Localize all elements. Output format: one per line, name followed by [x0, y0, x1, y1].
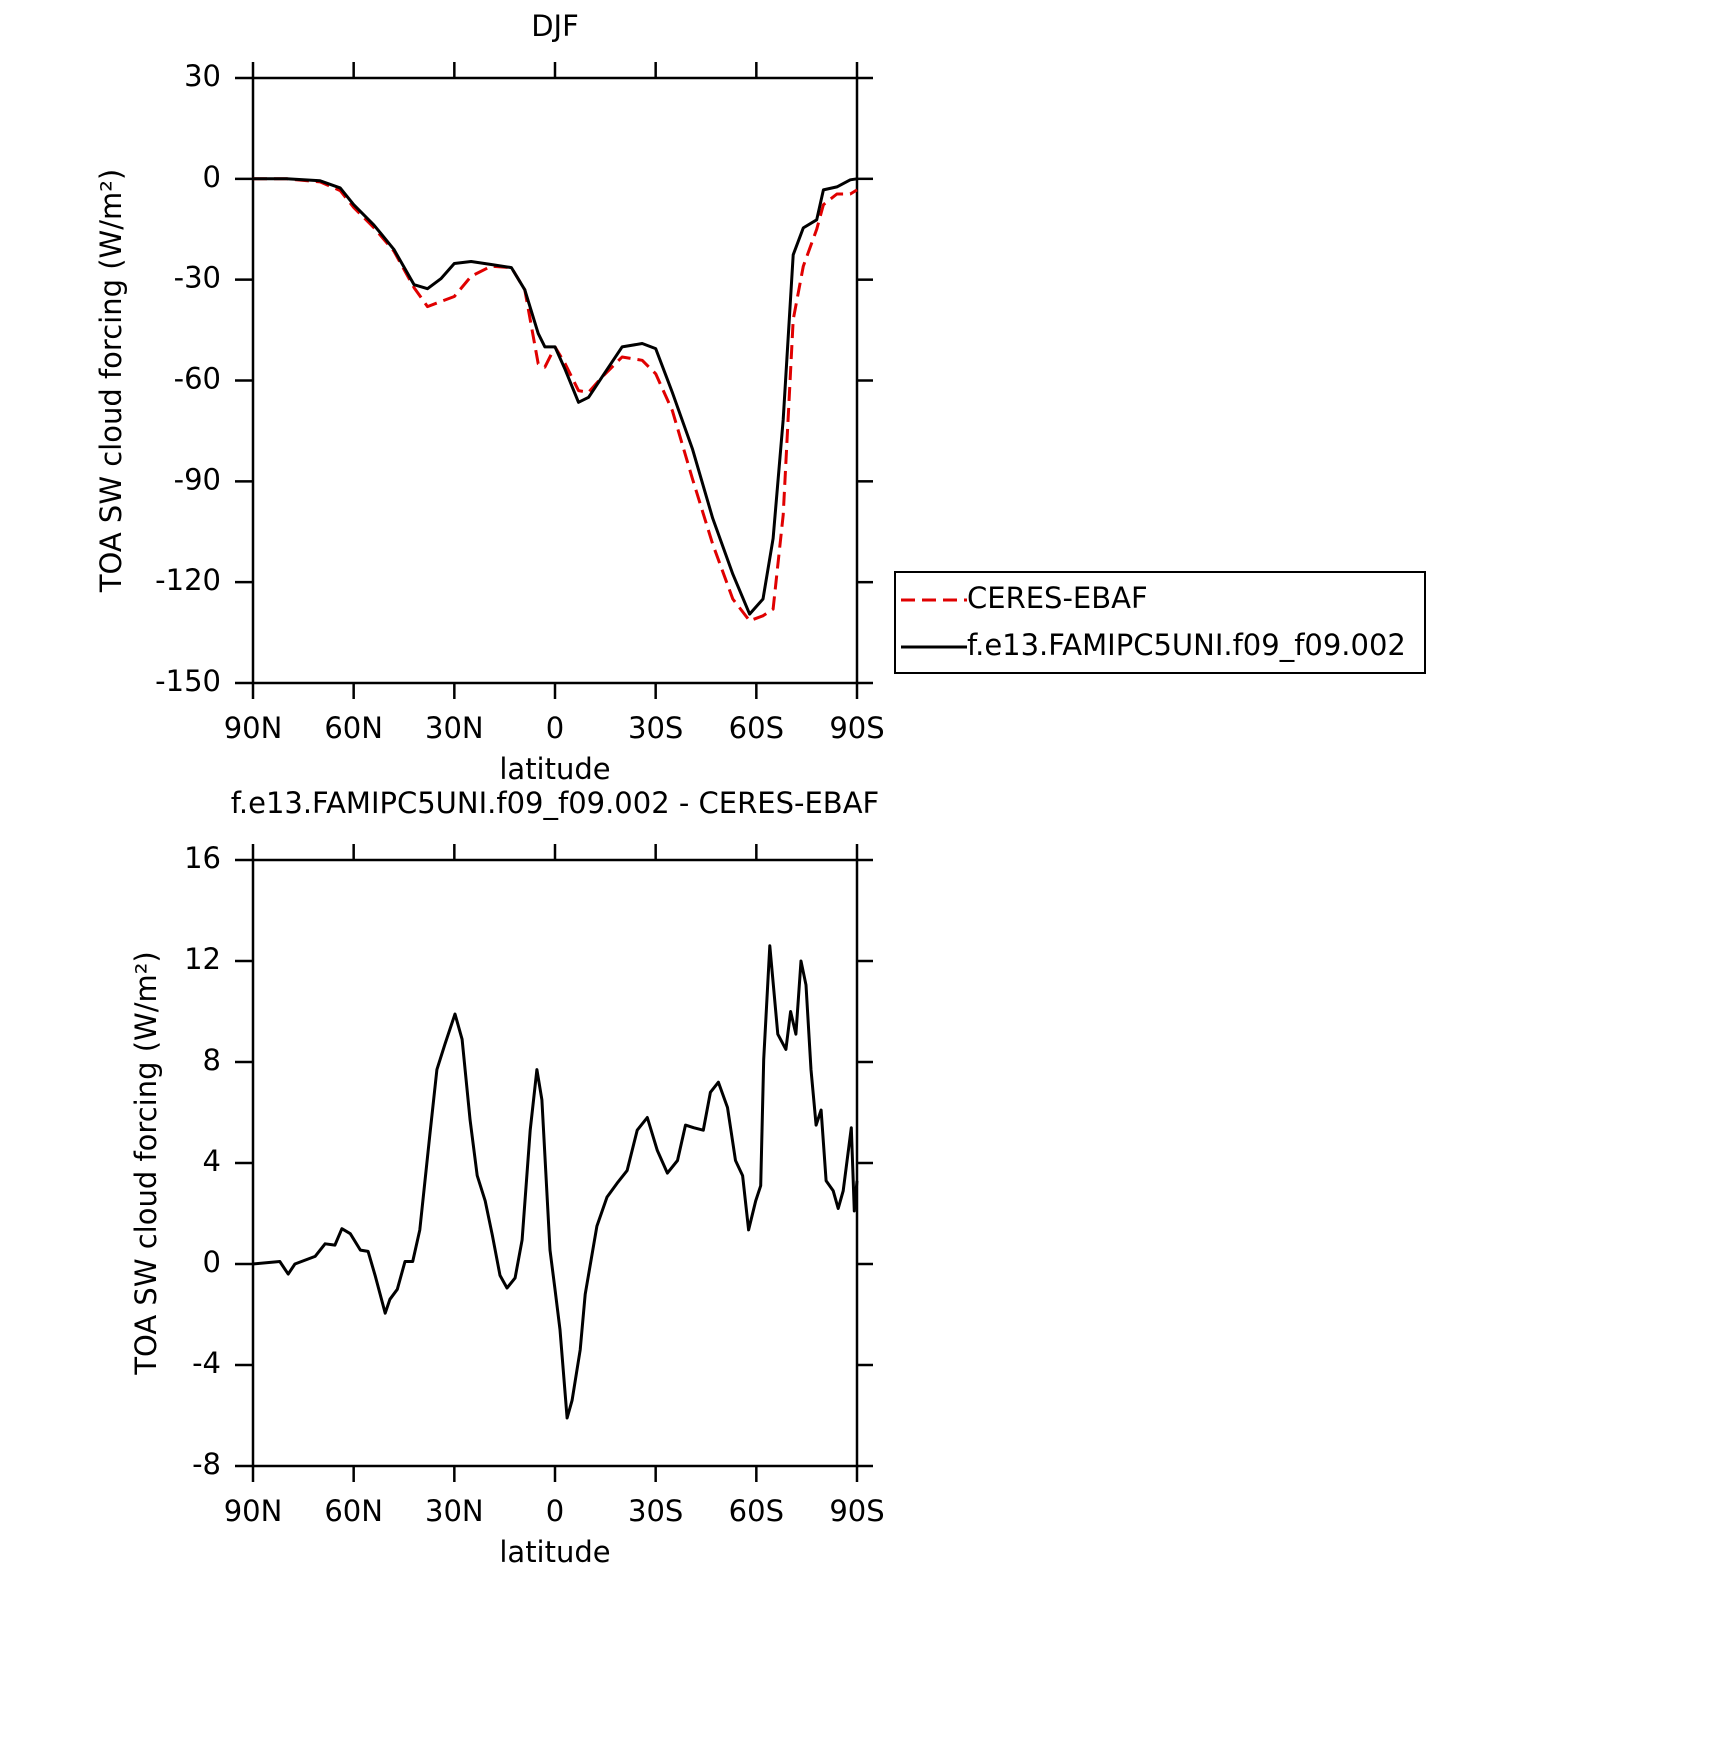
y-tick-label: -4 — [192, 1346, 221, 1380]
x-tick-label: 60N — [324, 711, 383, 745]
data-line — [253, 177, 858, 616]
x-tick-label: 30N — [425, 711, 484, 745]
x-axis-label: latitude — [499, 752, 610, 786]
plot-frame — [251, 858, 859, 1468]
y-tick-label: -8 — [192, 1447, 221, 1481]
y-tick-label: -150 — [155, 664, 221, 698]
x-tick-label: 0 — [546, 1494, 564, 1528]
chart-title: DJF — [531, 9, 579, 43]
y-tick-label: 4 — [203, 1144, 221, 1178]
y-axis-label: TOA SW cloud forcing (W/m²) — [94, 169, 128, 593]
x-tick-label: 0 — [546, 711, 564, 745]
y-tick-label: -120 — [155, 563, 221, 597]
x-tick-label: 90S — [829, 711, 884, 745]
x-axis-label: latitude — [499, 1535, 610, 1569]
chart-title: f.e13.FAMIPC5UNI.f09_f09.002 - CERES-EBA… — [231, 786, 879, 820]
legend-label: CERES-EBAF — [967, 581, 1148, 615]
y-tick-label: 0 — [203, 1245, 221, 1279]
x-tick-label: 60S — [729, 711, 784, 745]
x-tick-label: 30S — [628, 711, 683, 745]
y-tick-label: 0 — [203, 160, 221, 194]
data-line — [252, 944, 859, 1420]
x-tick-label: 60S — [729, 1494, 784, 1528]
y-tick-label: 30 — [184, 59, 221, 93]
y-tick-label: -60 — [174, 362, 221, 396]
data-line — [253, 177, 858, 623]
y-tick-label: 16 — [184, 841, 221, 875]
y-tick-label: 12 — [184, 942, 221, 976]
y-tick-label: -30 — [174, 261, 221, 295]
x-tick-label: 30S — [628, 1494, 683, 1528]
legend-label: f.e13.FAMIPC5UNI.f09_f09.002 — [967, 628, 1406, 662]
plot-frame — [251, 76, 859, 685]
x-tick-label: 30N — [425, 1494, 484, 1528]
x-tick-label: 90N — [224, 711, 283, 745]
x-tick-label: 60N — [324, 1494, 383, 1528]
x-tick-label: 90S — [829, 1494, 884, 1528]
y-tick-label: 8 — [203, 1043, 221, 1077]
y-axis-label: TOA SW cloud forcing (W/m²) — [129, 951, 163, 1375]
legend-box — [894, 571, 1426, 674]
y-tick-label: -90 — [174, 462, 221, 496]
x-tick-label: 90N — [224, 1494, 283, 1528]
